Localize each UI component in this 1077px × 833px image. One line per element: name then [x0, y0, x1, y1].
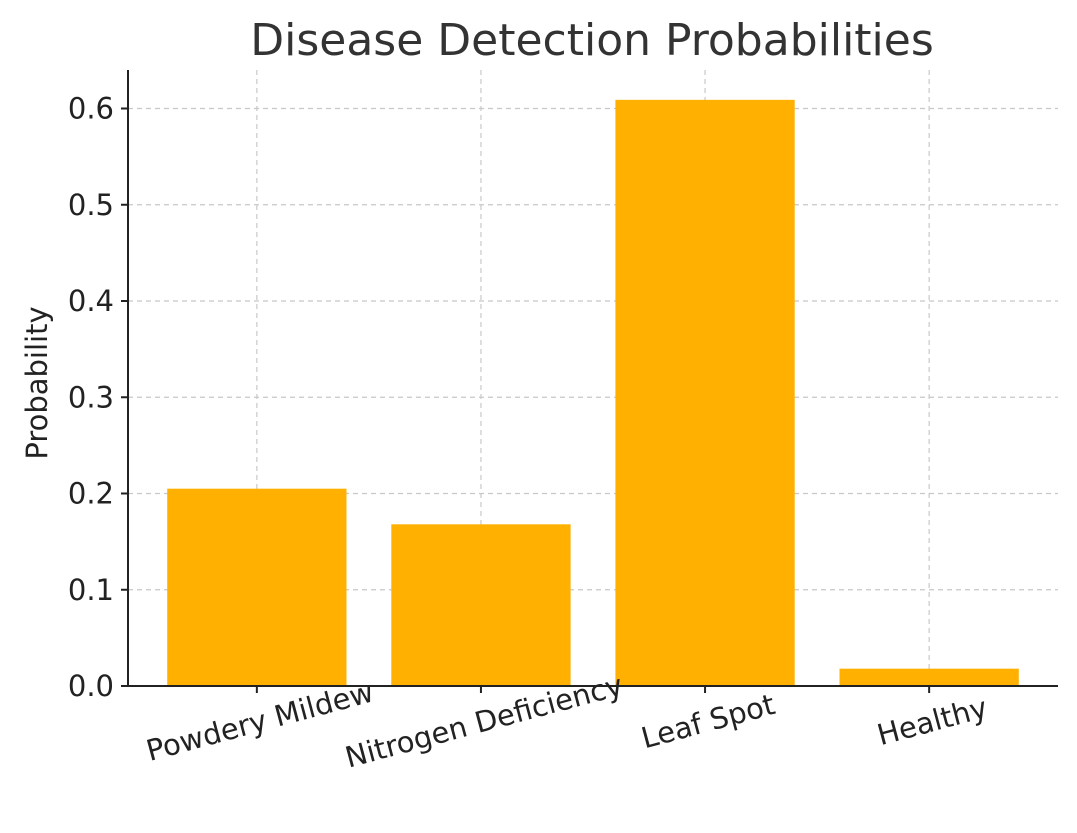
- bar: [167, 488, 347, 686]
- y-tick-label: 0.4: [68, 284, 114, 318]
- bar: [615, 99, 795, 686]
- y-tick-label: 0.6: [68, 92, 114, 126]
- y-axis-label: Probability: [20, 306, 54, 459]
- chart-title: Disease Detection Probabilities: [250, 15, 934, 66]
- y-tick-label: 0.1: [68, 573, 114, 607]
- axes: [127, 70, 1058, 687]
- bar: [839, 668, 1019, 686]
- bar: [391, 524, 571, 686]
- y-tick-label: 0.0: [68, 669, 114, 703]
- x-tick-label: Powdery Mildew: [143, 675, 377, 768]
- x-tick-label: Leaf Spot: [638, 687, 779, 755]
- y-axis-ticks: 0.0 0.1 0.2 0.3 0.4 0.5 0.6: [68, 92, 128, 703]
- y-tick-label: 0.5: [68, 188, 114, 222]
- bars: [167, 99, 1019, 686]
- y-tick-label: 0.2: [68, 477, 114, 511]
- x-tick-label: Healthy: [873, 690, 990, 752]
- y-tick-label: 0.3: [68, 380, 114, 414]
